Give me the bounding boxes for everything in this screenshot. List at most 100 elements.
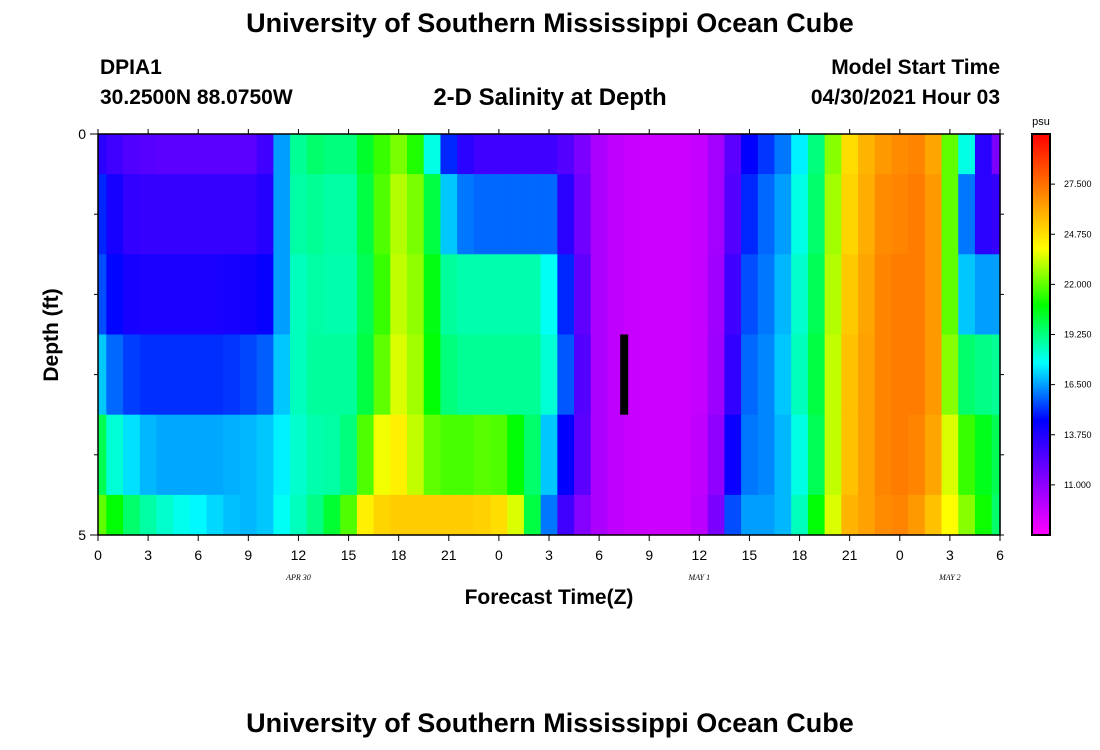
heatmap-cell (941, 494, 959, 536)
heatmap-cell (958, 254, 976, 335)
heatmap-cell (206, 254, 224, 335)
heatmap-cell (340, 334, 358, 416)
heatmap-cell (624, 134, 642, 175)
heatmap-cell (640, 174, 659, 255)
heatmap-cell (490, 334, 508, 416)
heatmap-cell (123, 414, 141, 496)
x-tick-label: 6 (194, 547, 202, 563)
heatmap-cell (407, 134, 425, 175)
heatmap-cell (106, 494, 124, 536)
heatmap-cell (941, 174, 959, 255)
heatmap-cell (223, 134, 241, 175)
heatmap-cell (173, 414, 191, 496)
title-top: University of Southern Mississippi Ocean… (246, 8, 854, 38)
x-tick-label: 12 (692, 547, 708, 563)
heatmap-cell (991, 174, 1001, 255)
heatmap-cell (757, 334, 776, 416)
heatmap-cell (423, 134, 442, 175)
heatmap-cell (624, 174, 642, 255)
heatmap-cell (106, 414, 124, 496)
x-axis: 0 3 6 9 12 15 18 21 0 3 6 9 12 15 18 21 0 3 6 APR 30 MAY 1 MA… (94, 535, 1004, 582)
heatmap-cell (858, 174, 876, 255)
heatmap-cell (156, 254, 174, 335)
heatmap-cell (590, 414, 609, 496)
heatmap-cell (858, 254, 876, 335)
heatmap-cell (507, 134, 525, 175)
heatmap-cell (340, 494, 358, 536)
heatmap-cell (674, 494, 692, 536)
heatmap-cell (123, 494, 141, 536)
heatmap-cell (540, 414, 558, 496)
heatmap-cell (640, 414, 659, 496)
heatmap-cell (323, 254, 341, 335)
heatmap-cell (390, 134, 408, 175)
heatmap-cell (741, 254, 759, 335)
heatmap-cell (557, 174, 575, 255)
heatmap-cell (824, 334, 842, 416)
heatmap-cell (908, 414, 926, 496)
heatmap-cell (974, 334, 993, 416)
heatmap-cell (540, 494, 558, 536)
heatmap-cell (590, 254, 609, 335)
heatmap-cell (490, 494, 508, 536)
heatmap-cell (607, 134, 625, 175)
x-tick-label: 21 (842, 547, 858, 563)
heatmap-cell (290, 174, 308, 255)
heatmap-cell (674, 334, 692, 416)
salinity-chart: 0 3 6 9 12 15 18 21 0 3 6 9 12 15 18 21 0 3 6 APR 30 MAY 1 MA… (40, 116, 1092, 609)
colorbar: psu 11.000 13.750 16.500 19.250 22.000 24.750… (1031, 116, 1092, 536)
heatmap-cell (908, 174, 926, 255)
heatmap-cell (574, 494, 592, 536)
heatmap-cell (674, 414, 692, 496)
heatmap-cell (657, 134, 675, 175)
heatmap-cell (841, 174, 859, 255)
heatmap-cell (724, 254, 742, 335)
heatmap-cell (774, 414, 792, 496)
y-axis: 05 (78, 126, 1004, 543)
x-tick-label: 6 (996, 547, 1004, 563)
heatmap-cell (574, 174, 592, 255)
heatmap-cell (958, 414, 976, 496)
heatmap-cell (507, 174, 525, 255)
heatmap-cell (807, 174, 826, 255)
heatmap-cell (523, 134, 542, 175)
heatmap-cell (457, 494, 475, 536)
heatmap-cell (891, 174, 909, 255)
heatmap-cell (807, 494, 826, 536)
heatmap-cell (607, 494, 625, 536)
heatmap-cell (490, 174, 508, 255)
colorbar-ticks: 11.000 13.750 16.500 19.250 22.000 24.750 27.5… (1050, 179, 1092, 490)
heatmap-cell (373, 334, 391, 416)
x-axis-title: Forecast Time(Z) (465, 586, 634, 609)
heatmap-cell (924, 334, 943, 416)
heatmap-cell (323, 414, 341, 496)
heatmap-cell (891, 134, 909, 175)
heatmap-cell (690, 254, 709, 335)
heatmap-cell (774, 174, 792, 255)
heatmap-cell (407, 414, 425, 496)
heatmap-cell (958, 174, 976, 255)
heatmap-cell (924, 494, 943, 536)
heatmap-cell (741, 414, 759, 496)
heatmap-cell (440, 414, 458, 496)
heatmap-cell (991, 134, 1001, 175)
heatmap-cell (206, 334, 224, 416)
heatmap-cell (340, 134, 358, 175)
heatmap-cell (891, 414, 909, 496)
heatmap-cell (858, 134, 876, 175)
heatmap-cell (490, 134, 508, 175)
heatmap-cell (874, 174, 893, 255)
heatmap-cell (657, 494, 675, 536)
heatmap-cell (306, 414, 325, 496)
heatmap-cell (223, 254, 241, 335)
heatmap-cell (407, 494, 425, 536)
heatmap-cell (941, 134, 959, 175)
heatmap-cell (741, 134, 759, 175)
colorbar-tick-label: 24.750 (1064, 229, 1092, 239)
heatmap-cell (440, 494, 458, 536)
heatmap-cell (373, 494, 391, 536)
heatmap-cell (239, 174, 258, 255)
heatmap-cell (223, 414, 241, 496)
heatmap-cell (674, 254, 692, 335)
model-start-value: 04/30/2021 Hour 03 (810, 86, 1000, 109)
